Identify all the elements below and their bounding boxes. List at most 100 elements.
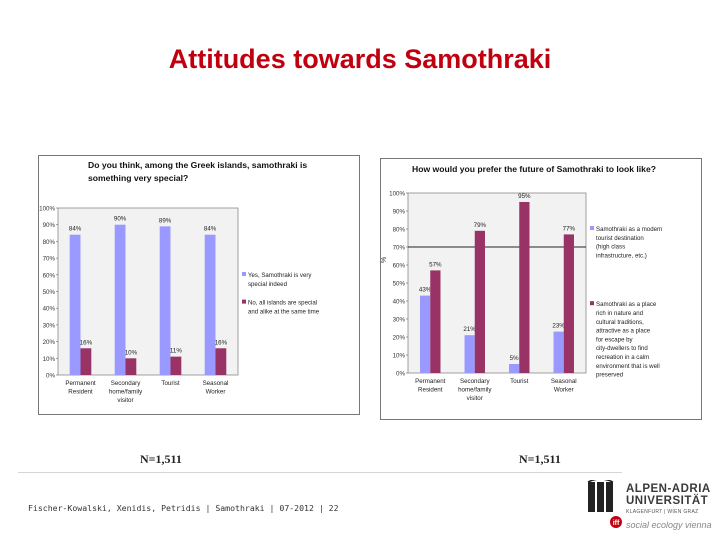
bar — [464, 335, 475, 373]
y-tick-label: 30% — [43, 322, 56, 329]
chart-island-special: Do you think, among the Greek islands, s… — [38, 155, 360, 415]
x-tick-label: Worker — [554, 387, 574, 394]
bar-data-label: 16% — [215, 339, 228, 346]
legend-entry: environment that is well — [596, 363, 660, 370]
bar — [170, 356, 182, 375]
bar — [69, 234, 81, 375]
bar — [509, 364, 520, 373]
y-tick-label: 90% — [393, 209, 406, 216]
bar-data-label: 43% — [419, 287, 432, 294]
bar-data-label: 57% — [429, 261, 442, 268]
x-tick-label: Seasonal — [551, 378, 577, 385]
y-tick-label: 50% — [43, 289, 56, 296]
y-tick-label: 60% — [393, 263, 406, 270]
x-tick-label: Resident — [418, 387, 443, 394]
y-tick-label: 30% — [393, 317, 406, 324]
y-tick-label: 100% — [389, 191, 405, 198]
bar-data-label: 79% — [474, 222, 487, 229]
x-tick-label: visitor — [117, 397, 133, 404]
legend-swatch — [590, 226, 594, 230]
legend-entry: and alike at the same time — [248, 308, 320, 315]
x-tick-label: Tourist — [510, 378, 529, 385]
x-tick-label: Permanent — [65, 380, 96, 387]
bar — [114, 224, 126, 375]
logo-line-1: ALPEN-ADRIA — [626, 483, 711, 495]
legend-entry: Samothraki as a place — [596, 301, 657, 308]
legend-entry: Yes, Samothraki is very — [248, 272, 312, 279]
bar — [474, 230, 485, 373]
x-tick-label: home/family — [109, 389, 143, 396]
y-tick-label: 100% — [39, 206, 55, 213]
legend-entry: cultural traditions, — [596, 319, 644, 326]
y-tick-label: 50% — [393, 281, 406, 288]
y-tick-label: 80% — [393, 227, 406, 234]
bar — [519, 202, 530, 373]
x-tick-label: Secondary — [460, 378, 490, 385]
chart-future-preference: How would you prefer the future of Samot… — [380, 158, 702, 420]
footer-divider — [18, 472, 622, 473]
logo-wordmark: ALPEN-ADRIA UNIVERSITÄT — [626, 483, 711, 507]
y-tick-label: 20% — [393, 335, 406, 342]
footer-citation: Fischer-Kowalski, Xenidis, Petridis | Sa… — [28, 503, 339, 513]
legend-entry: preserved — [596, 372, 623, 379]
bar-data-label: 21% — [463, 326, 476, 333]
legend-swatch — [242, 299, 246, 304]
bar — [204, 234, 216, 375]
y-axis-label: % — [381, 257, 388, 263]
bar-data-label: 11% — [170, 348, 182, 355]
sample-size-note-right: N=1,511 — [519, 452, 561, 466]
bar — [553, 331, 564, 373]
y-tick-label: 0% — [46, 373, 55, 380]
legend-entry: Samothraki as a modern — [596, 226, 662, 233]
legend-entry: (high class — [596, 244, 625, 251]
bar — [420, 295, 431, 373]
legend-entry: city-dwellers to find — [596, 345, 648, 352]
y-tick-label: 10% — [393, 353, 406, 360]
y-tick-label: 40% — [43, 306, 56, 313]
logo-department: social ecology vienna — [626, 520, 712, 530]
y-tick-label: 60% — [43, 272, 56, 279]
bar-data-label: 16% — [80, 339, 93, 346]
logo-line-2: UNIVERSITÄT — [626, 495, 709, 507]
bar-data-label: 84% — [69, 226, 82, 233]
bar — [215, 348, 227, 375]
bar-data-label: 5% — [510, 355, 519, 362]
x-tick-label: Tourist — [161, 380, 180, 387]
x-tick-label: Secondary — [111, 380, 141, 387]
bar — [563, 234, 574, 373]
y-tick-label: 70% — [43, 256, 56, 263]
chart-title-line: something very special? — [88, 173, 188, 183]
legend-entry: for escape by — [596, 336, 634, 343]
x-tick-label: Worker — [206, 389, 226, 396]
legend-entry: special indeed — [248, 281, 287, 288]
svg-text:iff: iff — [613, 520, 620, 527]
bar-data-label: 95% — [518, 193, 531, 200]
legend-entry: recreation in a calm — [596, 354, 649, 361]
bar-data-label: 90% — [114, 216, 127, 223]
y-tick-label: 0% — [396, 371, 405, 378]
y-tick-label: 40% — [393, 299, 406, 306]
x-tick-label: Resident — [68, 389, 93, 396]
bar-data-label: 84% — [204, 226, 217, 233]
bar-data-label: 77% — [563, 225, 576, 232]
logo-subtitle: KLAGENFURT | WIEN GRAZ — [626, 509, 699, 515]
legend-entry: attractive as a place — [596, 328, 651, 335]
y-tick-label: 70% — [393, 245, 406, 252]
y-tick-label: 90% — [43, 222, 56, 229]
chart-title-line: Do you think, among the Greek islands, s… — [88, 160, 307, 170]
sample-size-note-left: N=1,511 — [140, 452, 182, 466]
university-logo: iff ALPEN-ADRIA UNIVERSITÄT KLAGENFURT |… — [586, 480, 716, 538]
legend-entry: No, all islands are special — [248, 300, 317, 307]
bar — [430, 270, 441, 373]
bar — [125, 358, 137, 375]
bar-data-label: 23% — [552, 323, 565, 330]
y-tick-label: 80% — [43, 239, 56, 246]
bar — [80, 348, 92, 375]
chart-title-line: How would you prefer the future of Samot… — [412, 164, 656, 174]
university-emblem-icon: iff — [587, 480, 622, 528]
y-tick-label: 10% — [43, 356, 56, 363]
legend-swatch — [590, 301, 594, 306]
x-tick-label: Permanent — [415, 378, 446, 385]
legend-entry: infrastructure, etc.) — [596, 252, 647, 259]
legend-entry: rich in nature and — [596, 310, 643, 317]
